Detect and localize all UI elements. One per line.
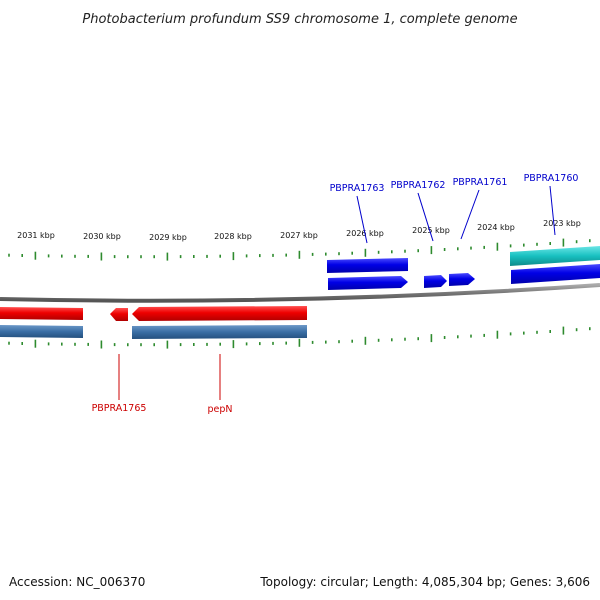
scale-label-2025: 2025 kbp [412,226,450,235]
reverse-gene-track [0,325,307,339]
cds-arrow-pepn[interactable] [132,306,307,321]
scale-label-2027: 2027 kbp [280,231,318,240]
accession-label: Accession: NC_006370 [9,575,145,589]
gene-labels: PBPRA1763 PBPRA1762 PBPRA1761 PBPRA1760 … [92,173,579,415]
cds-arrow-pbpra1761[interactable] [449,273,475,286]
leader-pbpra1760 [549,185,556,236]
leader-pbpra1761 [460,189,480,240]
gene-bar-pepn[interactable] [132,325,307,339]
cds-arrow-small-reverse[interactable] [110,308,128,321]
map-title: Photobacterium profundum SS9 chromosome … [82,12,517,27]
gene-label-pbpra1761[interactable]: PBPRA1761 [453,177,508,188]
scale-label-2031: 2031 kbp [17,231,55,240]
reverse-cds-track [0,306,307,321]
genome-summary: Topology: circular; Length: 4,085,304 bp… [259,575,590,589]
cds-arrow-pbpra1762[interactable] [424,275,447,288]
scale-label-2023: 2023 kbp [543,219,581,228]
gene-bar-teal[interactable] [510,246,600,266]
cds-arrow-pbpra1763[interactable] [328,276,408,290]
gene-label-pepn[interactable]: pepN [207,404,232,415]
leader-pbpra1762 [417,192,434,242]
scale-ticks-lower [8,326,591,349]
scale-label-2030: 2030 kbp [83,232,121,241]
gene-bar-pbpra1765[interactable] [0,325,83,338]
forward-gene-track [327,246,600,273]
label-leaders [118,185,556,400]
scale-labels: 2031 kbp 2030 kbp 2029 kbp 2028 kbp 2027… [17,219,581,242]
cds-arrow-pbpra1765[interactable] [0,307,83,320]
gene-label-pbpra1760[interactable]: PBPRA1760 [524,173,579,184]
chromosome-backbone [0,283,600,303]
leader-pbpra1763 [356,195,368,244]
scale-ticks-upper [8,238,591,261]
gene-label-pbpra1765[interactable]: PBPRA1765 [92,403,147,414]
scale-label-2024: 2024 kbp [477,223,515,232]
forward-cds-track [328,264,600,290]
scale-label-2029: 2029 kbp [149,233,187,242]
scale-label-2028: 2028 kbp [214,232,252,241]
gene-label-pbpra1762[interactable]: PBPRA1762 [391,180,446,191]
cds-arrow-pbpra1760[interactable] [511,264,600,284]
gene-bar-pbpra1763[interactable] [327,258,408,273]
gene-label-pbpra1763[interactable]: PBPRA1763 [330,183,385,194]
